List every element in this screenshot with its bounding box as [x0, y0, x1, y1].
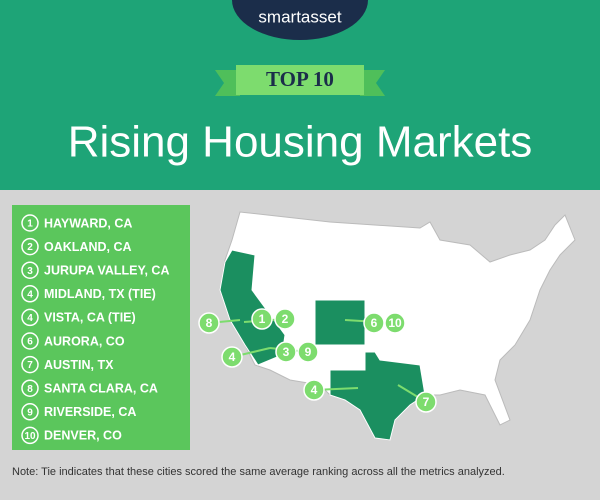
rank-circle [21, 355, 39, 374]
map-marker [251, 308, 273, 330]
map-marker-label: 1 [259, 312, 266, 326]
city: MIDLAND, TX (TIE) [44, 287, 156, 301]
map-marker-label: 2 [282, 312, 289, 326]
city: HAYWARD, CA [44, 216, 132, 230]
note: Note: Tie indicates that these cities sc… [12, 466, 505, 478]
rank-circle [21, 332, 39, 350]
map-marker-label: 8 [206, 316, 213, 330]
ribbon [236, 65, 364, 95]
city: OAKLAND, CA [44, 240, 132, 254]
rank-circle [21, 214, 39, 232]
list-panel [12, 205, 190, 450]
map-marker [274, 308, 296, 330]
rank-circle [21, 237, 39, 256]
map-marker-label: 6 [371, 316, 378, 330]
city: DENVER, CO [44, 429, 122, 443]
rank: 7 [27, 360, 33, 371]
city: JURUPA VALLEY, CA [44, 263, 169, 277]
map-marker [384, 312, 406, 334]
rank-circle [21, 285, 39, 303]
badge: TOP 10 [266, 67, 334, 91]
map-marker-label: 4 [311, 383, 318, 397]
map-marker [297, 341, 319, 363]
map-marker-label: 4 [229, 350, 236, 364]
state-california [219, 249, 286, 366]
rank: 6 [27, 337, 33, 348]
rank: 4 [27, 289, 33, 300]
city: AUSTIN, TX [44, 358, 114, 372]
map-marker [275, 341, 297, 363]
city: VISTA, CA (TIE) [44, 311, 136, 325]
rank: 2 [27, 242, 33, 253]
logo-badge [232, 0, 368, 40]
title: Rising Housing Markets [68, 118, 533, 167]
city: SANTA CLARA, CA [44, 381, 158, 395]
rank: 8 [27, 384, 33, 395]
map-marker [198, 312, 220, 334]
city: RIVERSIDE, CA [44, 405, 136, 419]
rank: 1 [27, 219, 33, 230]
map-marker [303, 379, 325, 401]
rank-circle [21, 426, 39, 445]
rank-circle [21, 403, 39, 421]
rank: 3 [27, 266, 33, 277]
rank-circle [21, 379, 39, 397]
map-marker-label: 10 [388, 316, 402, 330]
state-texas [329, 351, 426, 441]
rank-circle [21, 308, 39, 327]
brand: smartasset [258, 7, 341, 26]
city: AURORA, CO [44, 334, 125, 348]
map-marker-label: 7 [423, 395, 430, 409]
ribbon-tail [215, 70, 240, 96]
map-marker [221, 346, 243, 368]
map-marker-label: 3 [283, 345, 290, 359]
map-marker [363, 312, 385, 334]
ribbon-tail [360, 70, 385, 96]
rank-circle [21, 261, 39, 279]
rank: 9 [27, 407, 33, 418]
rank: 4 [27, 313, 33, 324]
rank: 10 [24, 431, 36, 442]
state-colorado [314, 299, 366, 346]
map-marker-label: 9 [305, 345, 312, 359]
map-marker [415, 391, 437, 413]
